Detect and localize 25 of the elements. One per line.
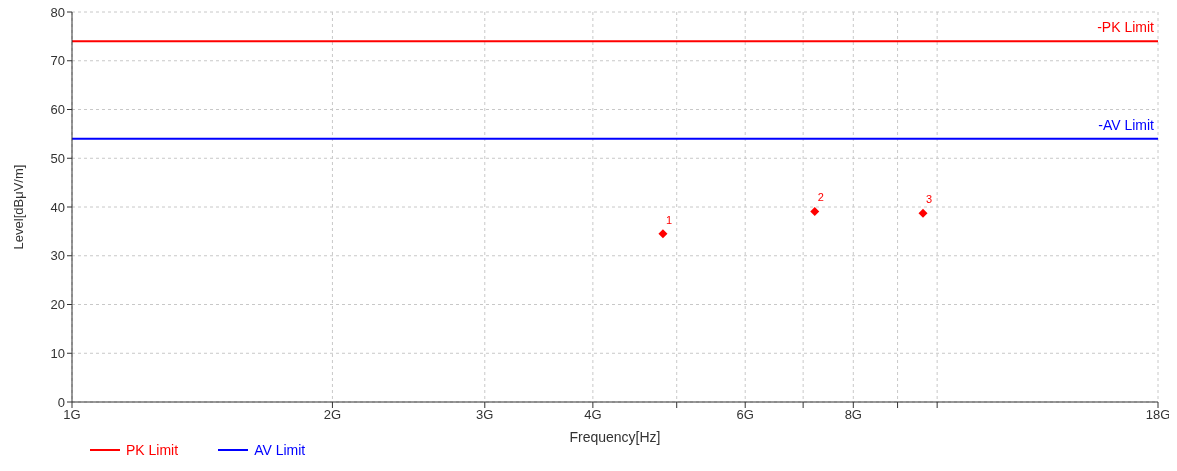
x-tick-label: 8G [844,407,862,423]
annotation: -AV Limit [1098,116,1155,133]
legend-label: PK Limit [126,442,179,458]
x-tick-label: 18G [1145,407,1171,423]
legend-label: AV Limit [254,442,306,458]
y-tick-label: 50 [50,150,65,166]
x-tick-label: 2G [323,407,342,423]
annotation: -PK Limit [1097,19,1155,36]
y-axis-title: Level[dBμV/m] [10,164,26,250]
y-tick-label: 10 [50,345,65,361]
y-tick-label: 0 [57,394,65,410]
x-tick-label: 6G [736,407,754,423]
y-tick-label: 60 [50,102,65,118]
y-tick-label: 30 [50,248,65,264]
annotation: 1 [665,213,672,226]
annotation: 2 [817,191,824,204]
y-tick-label: 20 [50,297,65,313]
y-tick-label: 40 [50,199,65,215]
y-tick-label: 70 [50,53,65,69]
x-tick-label: 3G [476,407,494,423]
x-axis-title: Frequency[Hz] [569,429,661,445]
annotation: 3 [925,193,933,206]
x-tick-label: 4G [584,407,602,423]
y-tick-label: 80 [50,4,65,20]
x-tick-label: 1G [63,407,81,423]
